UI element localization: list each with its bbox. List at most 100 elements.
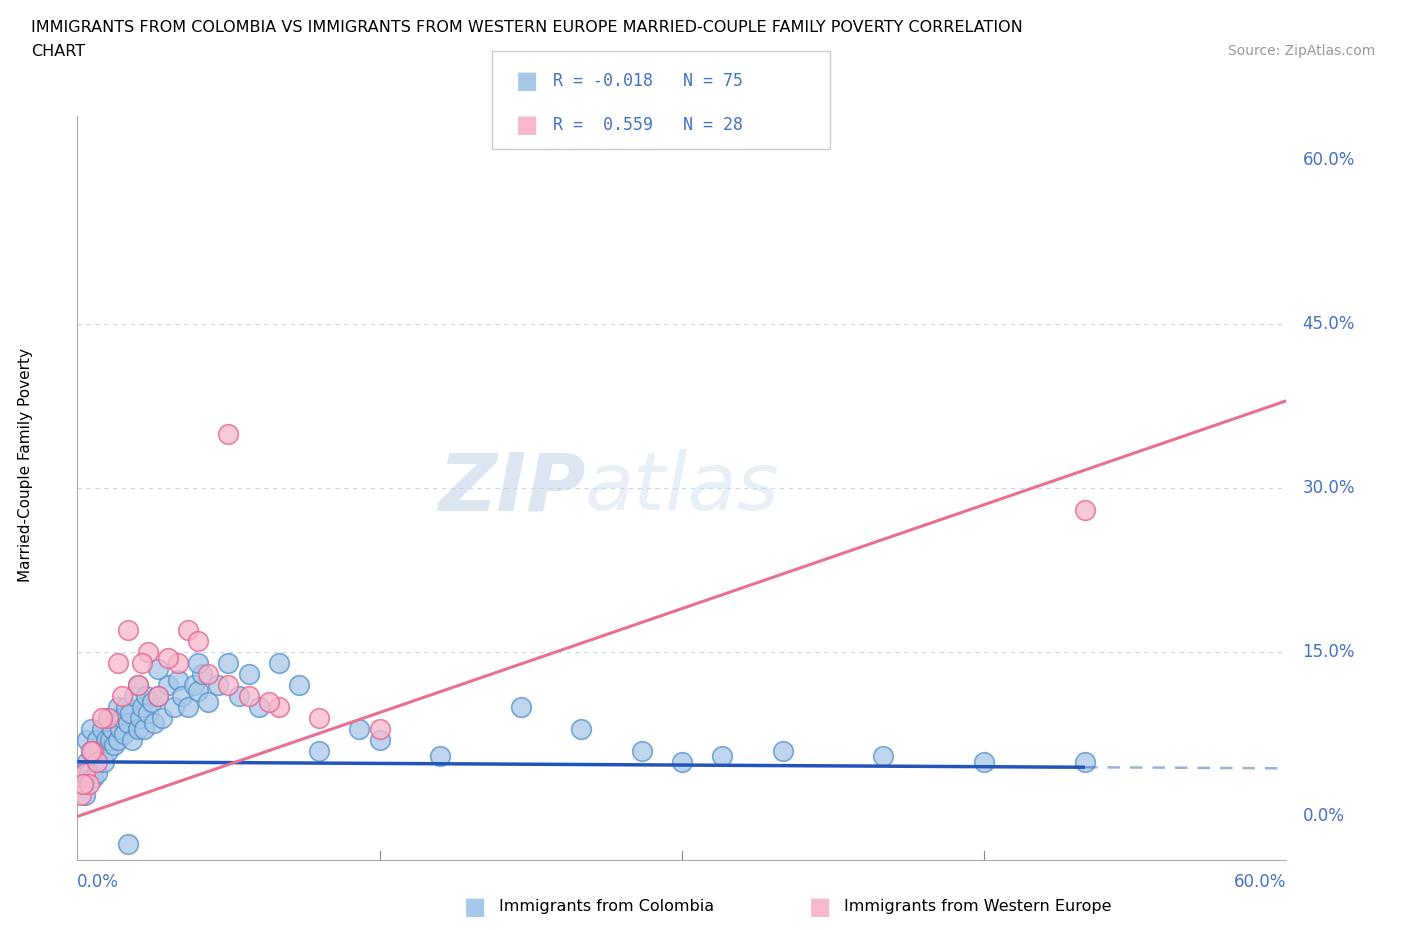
Point xyxy=(187,656,209,671)
Point xyxy=(187,684,209,698)
Point xyxy=(131,699,153,714)
Text: 0.0%: 0.0% xyxy=(1302,807,1344,826)
Point xyxy=(107,699,129,714)
Point xyxy=(163,699,186,714)
Point xyxy=(228,689,250,704)
Text: ■: ■ xyxy=(464,895,486,919)
Point xyxy=(146,661,169,676)
Text: ■: ■ xyxy=(808,895,831,919)
Point xyxy=(131,656,153,671)
Point xyxy=(872,749,894,764)
Text: 30.0%: 30.0% xyxy=(1302,479,1355,498)
Point xyxy=(172,689,194,704)
Text: Immigrants from Western Europe: Immigrants from Western Europe xyxy=(844,899,1111,914)
Point xyxy=(127,678,149,693)
Point xyxy=(630,743,652,758)
Point xyxy=(127,678,149,693)
Point xyxy=(82,771,104,786)
Point xyxy=(96,743,118,758)
Point xyxy=(368,722,391,737)
Point xyxy=(136,705,159,720)
Point xyxy=(86,765,108,780)
Point xyxy=(84,749,107,764)
Point xyxy=(218,656,240,671)
Point xyxy=(146,689,169,704)
Point xyxy=(80,722,103,737)
Point xyxy=(973,754,995,769)
Point xyxy=(76,754,98,769)
Point xyxy=(100,722,122,737)
Point xyxy=(368,733,391,748)
Point xyxy=(70,787,93,802)
Point xyxy=(167,672,190,687)
Point xyxy=(94,733,117,748)
Point xyxy=(75,787,97,802)
Point xyxy=(118,705,141,720)
Text: Source: ZipAtlas.com: Source: ZipAtlas.com xyxy=(1227,44,1375,58)
Point xyxy=(247,699,270,714)
Text: IMMIGRANTS FROM COLOMBIA VS IMMIGRANTS FROM WESTERN EUROPE MARRIED-COUPLE FAMILY: IMMIGRANTS FROM COLOMBIA VS IMMIGRANTS F… xyxy=(31,20,1022,35)
Point xyxy=(128,711,150,725)
Point xyxy=(197,667,219,682)
Point xyxy=(141,694,163,709)
Point xyxy=(142,716,165,731)
Point xyxy=(103,737,125,752)
Point xyxy=(76,733,98,748)
Point xyxy=(135,689,157,704)
Text: ZIP: ZIP xyxy=(437,449,585,527)
Point xyxy=(82,743,104,758)
Point xyxy=(509,699,531,714)
Point xyxy=(104,711,127,725)
Point xyxy=(75,765,97,780)
Text: R =  0.559   N = 28: R = 0.559 N = 28 xyxy=(553,115,742,134)
Point xyxy=(157,650,180,665)
Point xyxy=(177,623,200,638)
Point xyxy=(122,689,145,704)
Point xyxy=(167,656,190,671)
Point xyxy=(671,754,693,769)
Point xyxy=(187,634,209,649)
Point xyxy=(79,777,101,791)
Point xyxy=(157,678,180,693)
Point xyxy=(308,711,330,725)
Point xyxy=(197,694,219,709)
Point xyxy=(288,678,311,693)
Point xyxy=(107,656,129,671)
Text: R = -0.018   N = 75: R = -0.018 N = 75 xyxy=(553,72,742,89)
Point xyxy=(90,711,112,725)
Point xyxy=(98,733,121,748)
Point xyxy=(117,623,139,638)
Point xyxy=(127,722,149,737)
Point xyxy=(267,699,290,714)
Point xyxy=(183,678,205,693)
Point xyxy=(132,722,155,737)
Point xyxy=(114,699,136,714)
Point xyxy=(79,765,101,780)
Point xyxy=(117,836,139,851)
Point xyxy=(93,754,115,769)
Text: 45.0%: 45.0% xyxy=(1302,315,1355,333)
Point xyxy=(267,656,290,671)
Text: 15.0%: 15.0% xyxy=(1302,644,1355,661)
Point xyxy=(111,711,134,725)
Point xyxy=(1074,754,1097,769)
Point xyxy=(711,749,734,764)
Point xyxy=(218,426,240,441)
Text: ■: ■ xyxy=(516,69,538,93)
Point xyxy=(238,667,260,682)
Point xyxy=(86,754,108,769)
Point xyxy=(107,733,129,748)
Point xyxy=(70,765,93,780)
Point xyxy=(111,689,134,704)
Point xyxy=(207,678,229,693)
Text: ■: ■ xyxy=(516,113,538,137)
Point xyxy=(218,678,240,693)
Point xyxy=(146,689,169,704)
Point xyxy=(569,722,592,737)
Point xyxy=(80,743,103,758)
Point xyxy=(90,722,112,737)
Point xyxy=(136,644,159,659)
Point xyxy=(86,733,108,748)
Point xyxy=(80,743,103,758)
Text: Married-Couple Family Poverty: Married-Couple Family Poverty xyxy=(18,348,32,582)
